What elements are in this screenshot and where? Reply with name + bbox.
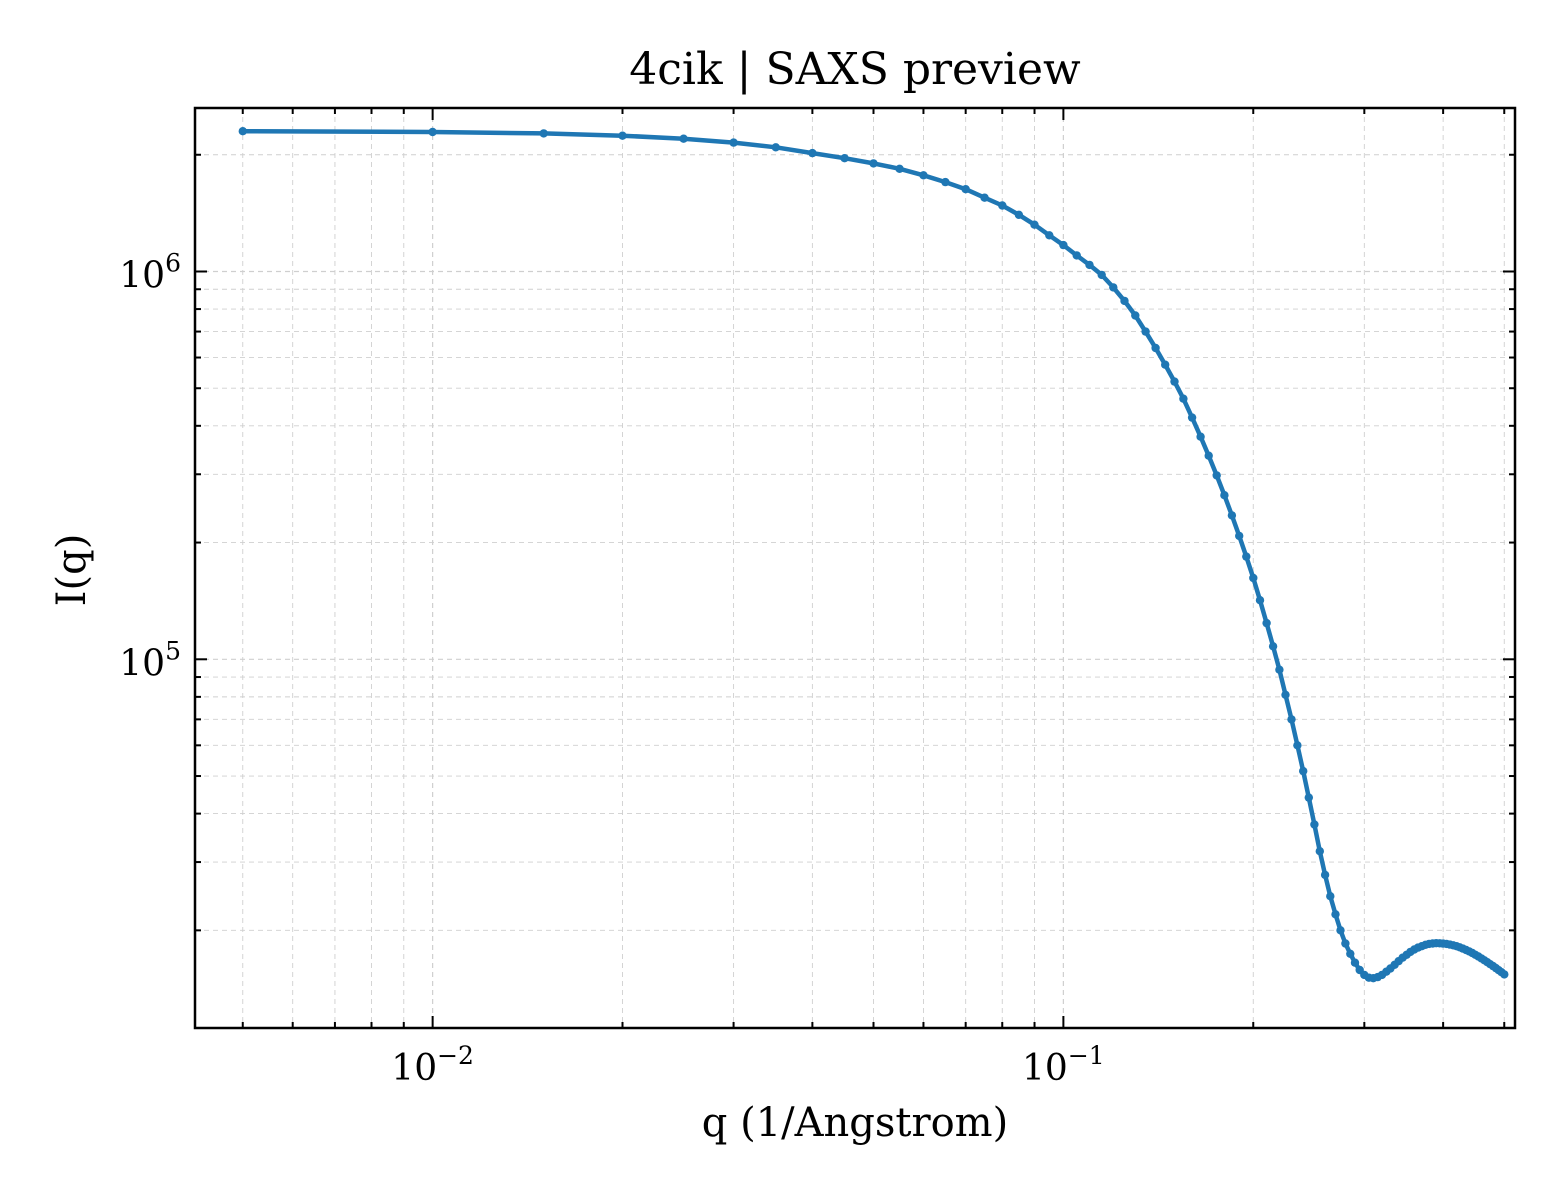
chart-title: 4cik | SAXS preview xyxy=(629,44,1081,95)
data-point xyxy=(238,127,247,136)
data-point xyxy=(1249,573,1258,583)
data-point xyxy=(1030,220,1039,229)
data-point xyxy=(1179,394,1188,403)
data-point xyxy=(1331,910,1340,919)
data-point xyxy=(1120,296,1129,306)
data-point xyxy=(1304,793,1314,802)
data-point xyxy=(1085,260,1094,270)
y-tick-label: 105 xyxy=(119,636,181,684)
data-point xyxy=(1187,413,1197,422)
data-point xyxy=(1072,251,1081,260)
data-point xyxy=(729,138,738,147)
data-point xyxy=(1196,432,1205,441)
data-point xyxy=(961,185,970,194)
data-point xyxy=(1350,958,1360,967)
data-point xyxy=(539,129,548,138)
data-point xyxy=(1059,240,1068,250)
data-point xyxy=(919,171,928,180)
data-point xyxy=(1227,511,1237,520)
data-point xyxy=(1281,690,1290,699)
data-point xyxy=(1014,210,1024,219)
data-point xyxy=(1170,377,1179,386)
data-point xyxy=(1320,870,1330,880)
data-point xyxy=(679,134,688,143)
data-point xyxy=(1268,642,1278,651)
data-point xyxy=(869,159,878,168)
axis-ticks xyxy=(195,108,1515,1028)
data-point xyxy=(840,154,849,163)
data-point xyxy=(1109,283,1118,292)
data-point xyxy=(1275,665,1284,674)
data-point xyxy=(980,193,989,202)
data-point xyxy=(1336,926,1345,935)
data-point xyxy=(618,131,627,140)
data-point xyxy=(1131,311,1140,320)
data-point xyxy=(941,177,950,187)
x-axis-label: q (1/Angstrom) xyxy=(702,1100,1008,1146)
x-tick-label: 10−1 xyxy=(1022,1041,1105,1089)
data-point xyxy=(1161,360,1170,369)
data-point xyxy=(1045,231,1054,240)
data-point xyxy=(1346,949,1355,958)
data-point xyxy=(1315,847,1325,856)
data-point xyxy=(1141,327,1150,336)
data-point xyxy=(1242,552,1251,561)
series-layer xyxy=(238,127,1509,983)
data-point xyxy=(1212,471,1221,480)
data-point xyxy=(1220,491,1229,500)
x-tick-label: 10−2 xyxy=(391,1041,474,1089)
tick-labels: 10−2 10−1 105 106 xyxy=(119,248,1104,1089)
data-point xyxy=(771,143,780,152)
data-point xyxy=(1204,451,1213,460)
plot-frame xyxy=(193,106,1517,1030)
data-point xyxy=(998,201,1007,210)
data-point xyxy=(1255,596,1265,605)
data-point xyxy=(895,164,904,173)
data-point xyxy=(1235,531,1244,541)
data-point xyxy=(1310,820,1319,829)
data-point xyxy=(808,148,817,158)
data-point xyxy=(1299,766,1308,776)
y-tick-label: 106 xyxy=(119,248,181,296)
data-point xyxy=(1326,892,1335,901)
data-point xyxy=(1262,618,1271,628)
data-point xyxy=(1500,970,1509,979)
y-axis-label: I(q) xyxy=(49,534,95,607)
grid-lines xyxy=(195,108,1515,1028)
data-point xyxy=(1097,270,1106,280)
data-point xyxy=(1341,939,1350,948)
data-point xyxy=(428,127,437,137)
data-point xyxy=(1151,343,1160,353)
data-point xyxy=(1293,741,1302,750)
data-point xyxy=(1287,715,1296,724)
